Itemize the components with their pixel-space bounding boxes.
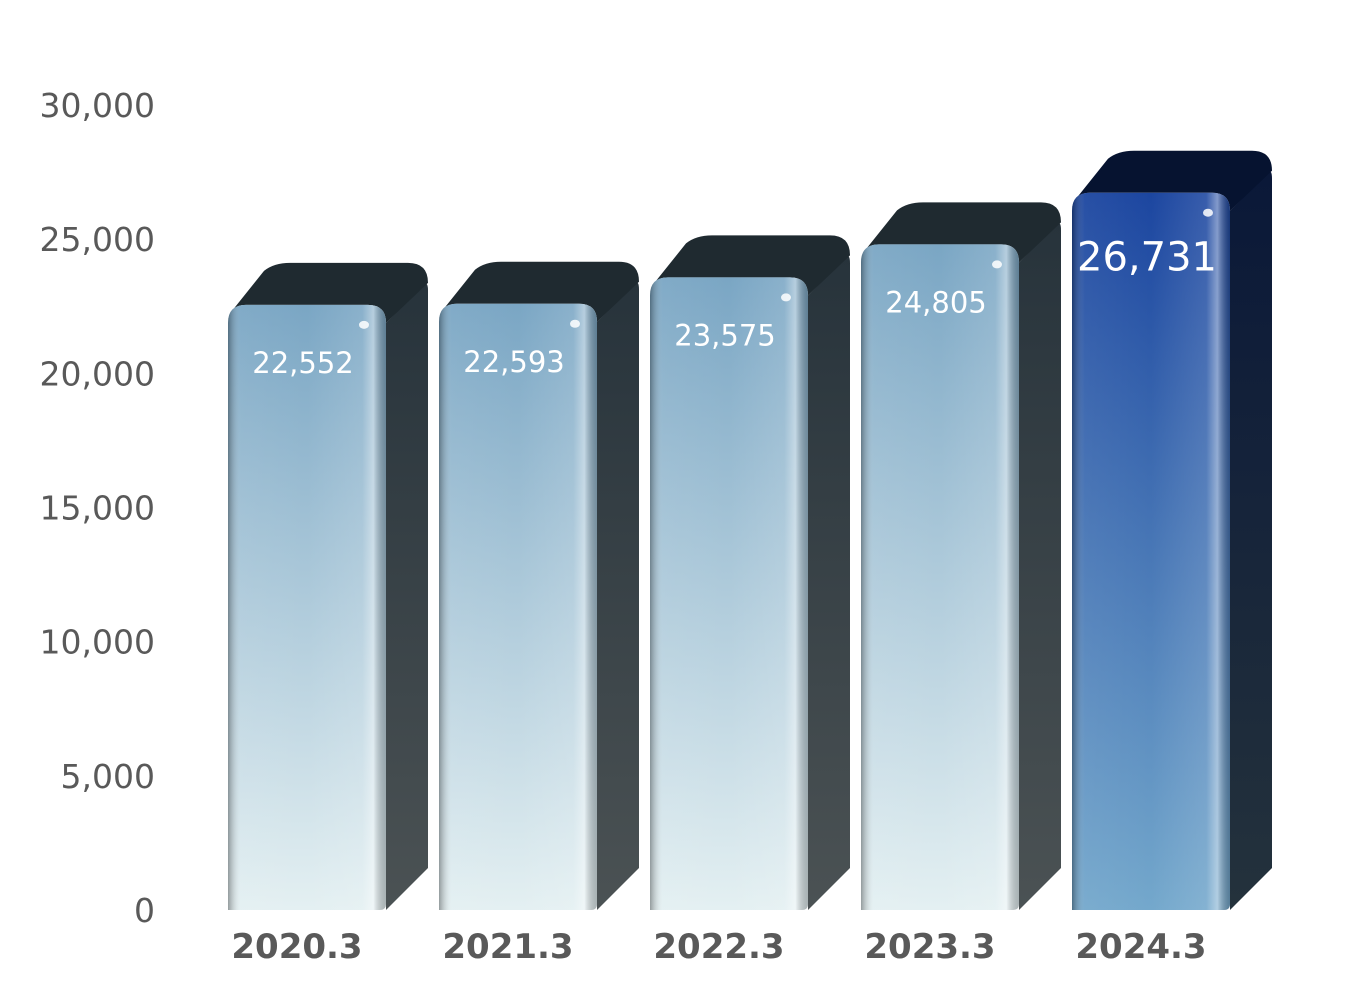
bar-2020.3: 22,552 [228,262,428,911]
x-tick-label: 2022.3 [653,927,784,967]
bar-top [865,202,1061,263]
data-label: 26,731 [1077,235,1217,281]
bar-2024.3: 26,731 [1072,150,1272,911]
bar-shading [650,277,808,910]
bar-2023.3: 24,805 [861,202,1061,910]
bar-shading [1072,192,1230,911]
bar-side [1019,223,1061,910]
bar-2022.3: 23,575 [650,235,850,910]
bar-top [232,262,428,323]
y-tick-label: 5,000 [61,757,155,796]
bar-gloss [1203,208,1213,217]
y-tick-label: 15,000 [40,489,155,528]
bar-top [443,261,639,322]
bar-shading [439,303,597,910]
x-tick-label: 2023.3 [864,927,995,967]
x-tick-label: 2020.3 [231,927,362,967]
bar-gloss [570,319,580,328]
data-label: 23,575 [674,318,775,352]
x-tick-label: 2024.3 [1075,927,1206,967]
y-tick-label: 25,000 [40,220,155,259]
bar-top [654,235,850,296]
data-label: 22,552 [252,346,353,380]
bar-top [1076,150,1272,211]
x-tick-label: 2021.3 [442,927,573,967]
bar-2021.3: 22,593 [439,261,639,910]
y-tick-label: 30,000 [40,86,155,125]
y-tick-label: 10,000 [40,623,155,662]
data-label: 24,805 [885,285,986,319]
bar-shading [861,244,1019,910]
y-tick-label: 20,000 [40,354,155,393]
y-tick-label: 0 [134,891,155,930]
bar-gloss [781,293,791,302]
bar-gloss [359,320,369,329]
bar-side [597,282,639,910]
bar-side [386,283,428,911]
bar-side [1230,171,1272,910]
bar-gloss [992,260,1002,269]
data-label: 22,593 [463,345,564,379]
bar-side [808,256,850,910]
bar-shading [228,304,386,910]
